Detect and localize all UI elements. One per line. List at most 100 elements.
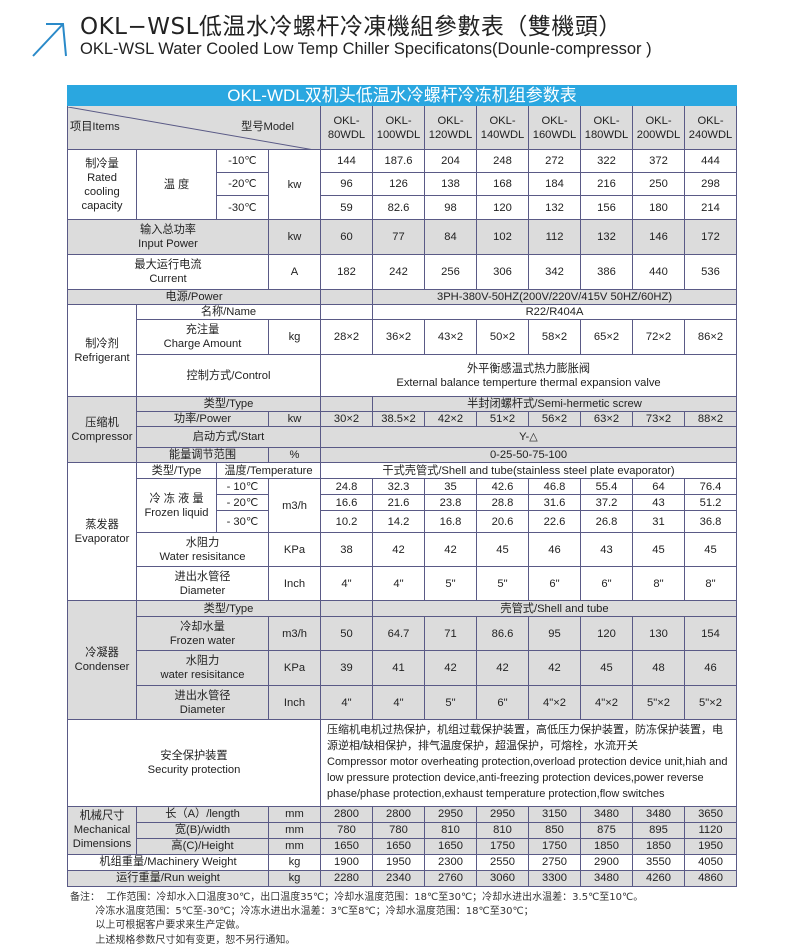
model-header: OKL- 240WDL xyxy=(683,105,738,150)
model-header: OKL- 100WDL xyxy=(372,105,425,150)
temp-value: - 20℃ xyxy=(216,494,269,511)
width-cell: 810 xyxy=(424,821,477,839)
length-cell: 3480 xyxy=(580,805,633,823)
frozen-cell: 46.8 xyxy=(528,478,581,495)
height-cell: 1850 xyxy=(632,837,685,855)
cond-fw-cell: 120 xyxy=(580,616,633,651)
frozen-cell: 51.2 xyxy=(683,494,738,511)
frozen-cell: 10.2 xyxy=(320,510,373,533)
cond-fw-cell: 64.7 xyxy=(372,616,425,651)
frozen-water-label: 冷却水量 Frozen water xyxy=(136,616,269,651)
unit: Inch xyxy=(268,685,321,720)
current-cell: 342 xyxy=(528,254,581,290)
unit: kg xyxy=(268,853,321,871)
evap-dia-cell: 6" xyxy=(580,566,633,601)
unit: kw xyxy=(268,411,321,427)
cooling-cell: 272 xyxy=(528,149,581,173)
cooling-cell: 168 xyxy=(476,172,529,196)
charge-cell: 28×2 xyxy=(320,319,373,355)
length-cell: 2950 xyxy=(476,805,529,823)
frozen-cell: 22.6 xyxy=(528,510,581,533)
unit: kw xyxy=(268,219,321,255)
run-weight-label: 运行重量/Run weight xyxy=(67,869,269,887)
security-label: 安全保护装置 Security protection xyxy=(67,719,321,807)
run-weight-cell: 2340 xyxy=(372,869,425,887)
frozen-cell: 16.6 xyxy=(320,494,373,511)
evap-wr-cell: 42 xyxy=(424,532,477,567)
cooling-cell: 180 xyxy=(632,195,685,220)
cooling-cell: 59 xyxy=(320,195,373,220)
compressor-power-cell: 30×2 xyxy=(320,411,373,427)
cooling-cell: 298 xyxy=(683,172,738,196)
water-resistance-label: 水阻力 water resisitance xyxy=(136,650,269,686)
weight-cell: 2300 xyxy=(424,853,477,871)
cond-fw-cell: 154 xyxy=(683,616,738,651)
cond-wr-cell: 48 xyxy=(632,650,685,686)
weight-cell: 1900 xyxy=(320,853,373,871)
height-cell: 1650 xyxy=(424,837,477,855)
run-weight-cell: 2760 xyxy=(424,869,477,887)
cooling-cell: 126 xyxy=(372,172,425,196)
weight-cell: 2550 xyxy=(476,853,529,871)
unit: kg xyxy=(268,869,321,887)
input-power-label: 输入总功率 Input Power xyxy=(67,219,269,255)
current-cell: 440 xyxy=(632,254,685,290)
cond-wr-cell: 39 xyxy=(320,650,373,686)
cooling-cell: 184 xyxy=(528,172,581,196)
compressor-power-cell: 56×2 xyxy=(528,411,581,427)
compressor-power-cell: 51×2 xyxy=(476,411,529,427)
cond-wr-cell: 42 xyxy=(528,650,581,686)
height-cell: 1650 xyxy=(320,837,373,855)
width-cell: 780 xyxy=(372,821,425,839)
charge-cell: 72×2 xyxy=(632,319,685,355)
input-power-cell: 84 xyxy=(424,219,477,255)
frozen-cell: 16.8 xyxy=(424,510,477,533)
start-value: Y-△ xyxy=(319,426,738,448)
charge-cell: 65×2 xyxy=(580,319,633,355)
length-cell: 3650 xyxy=(683,805,738,823)
unit: kg xyxy=(268,319,321,355)
cond-fw-cell: 130 xyxy=(632,616,685,651)
cond-dia-cell: 4" xyxy=(320,685,373,720)
width-cell: 810 xyxy=(476,821,529,839)
empty-cell xyxy=(320,304,373,320)
current-cell: 306 xyxy=(476,254,529,290)
temp-value: -30℃ xyxy=(216,195,269,220)
cond-dia-cell: 4"×2 xyxy=(528,685,581,720)
model-header: OKL- 120WDL xyxy=(424,105,477,150)
width-label: 宽(B)/width xyxy=(136,821,269,839)
type-label: 类型/Type xyxy=(136,600,321,617)
refrigerant-label: 制冷剂 Refrigerant xyxy=(67,304,137,397)
unit: mm xyxy=(268,837,321,855)
unit: KPa xyxy=(268,650,321,686)
width-cell: 850 xyxy=(528,821,581,839)
diameter-label: 进出水管径 Diameter xyxy=(136,566,269,601)
security-value: 压缩机电机过热保护，机组过载保护装置，高低压力保护装置，防冻保护装置，电源逆相/… xyxy=(319,719,738,807)
cond-wr-cell: 42 xyxy=(424,650,477,686)
run-weight-cell: 2280 xyxy=(320,869,373,887)
model-header: OKL- 160WDL xyxy=(528,105,581,150)
charge-cell: 58×2 xyxy=(528,319,581,355)
length-cell: 2800 xyxy=(372,805,425,823)
model-header: OKL- 180WDL xyxy=(580,105,633,150)
input-power-cell: 172 xyxy=(683,219,738,255)
cond-fw-cell: 71 xyxy=(424,616,477,651)
cond-dia-cell: 6" xyxy=(476,685,529,720)
weight-cell: 3550 xyxy=(632,853,685,871)
temp-value: -20℃ xyxy=(216,172,269,196)
power-value: 3PH-380V-50HZ(200V/220V/415V 50HZ/60HZ) xyxy=(371,289,738,305)
model-header: OKL- 200WDL xyxy=(632,105,685,150)
height-label: 高(C)/Height xyxy=(136,837,269,855)
charge-cell: 36×2 xyxy=(372,319,425,355)
cooling-cell: 250 xyxy=(632,172,685,196)
cond-wr-cell: 41 xyxy=(372,650,425,686)
cond-dia-cell: 5" xyxy=(424,685,477,720)
run-weight-cell: 4260 xyxy=(632,869,685,887)
frozen-cell: 31 xyxy=(632,510,685,533)
height-cell: 1650 xyxy=(372,837,425,855)
table-banner: OKL-WDL双机头低温水冷螺杆冷冻机组参数表 xyxy=(66,85,738,106)
evap-dia-cell: 5" xyxy=(424,566,477,601)
current-label: 最大运行电流 Current xyxy=(67,254,269,290)
page-subtitle: OKL-WSL Water Cooled Low Temp Chiller Sp… xyxy=(80,40,652,58)
evap-dia-cell: 5" xyxy=(476,566,529,601)
